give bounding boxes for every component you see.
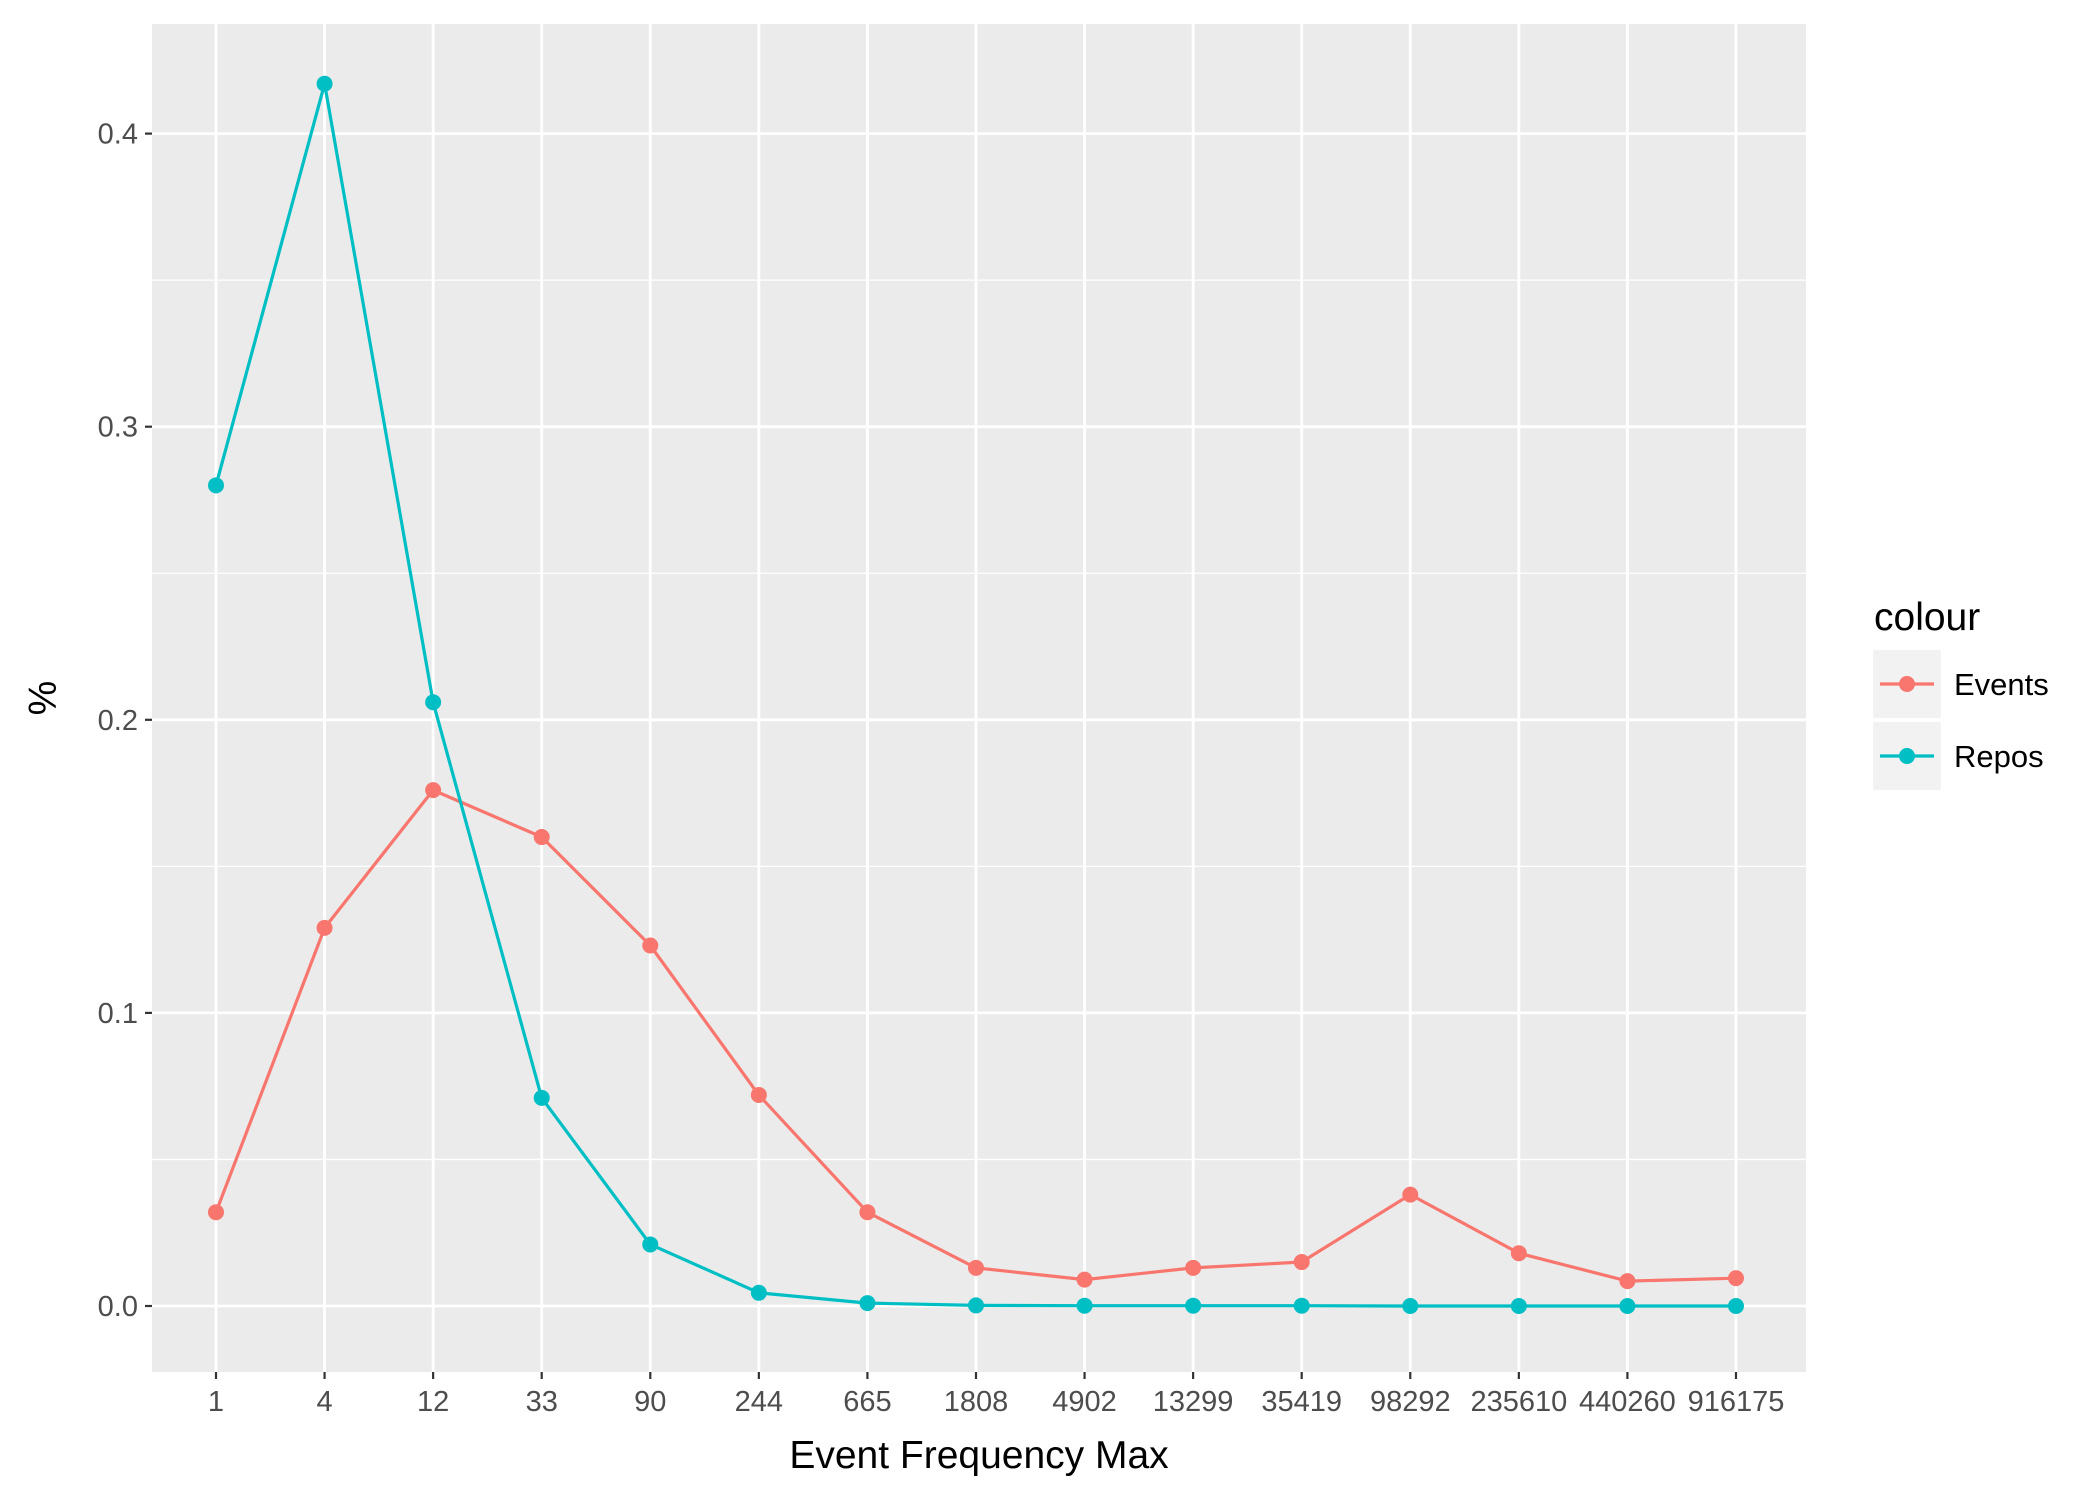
legend-point-events	[1899, 676, 1915, 692]
x-tick-label: 665	[843, 1386, 891, 1418]
data-point-events	[642, 937, 659, 954]
data-point-repos	[1510, 1298, 1527, 1314]
x-tick-label: 440260	[1579, 1386, 1676, 1418]
data-point-events	[1185, 1259, 1202, 1276]
data-point-events	[750, 1086, 767, 1103]
data-point-events	[316, 919, 333, 936]
y-tick-label: 0.3	[98, 412, 138, 444]
plot-panel	[152, 24, 1806, 1372]
data-point-events	[1076, 1271, 1093, 1288]
data-point-events	[859, 1204, 876, 1221]
x-tick-label: 4	[316, 1386, 332, 1418]
x-tick-label: 33	[526, 1386, 558, 1418]
data-point-events	[533, 829, 550, 846]
x-axis-title: Event Frequency Max	[789, 1434, 1169, 1477]
x-axis: 1 4 12 33 90 244 665 1808 4902 13299 35419 98292 235…	[208, 1372, 1784, 1418]
data-point-events	[1727, 1270, 1744, 1287]
y-tick-label: 0.0	[98, 1291, 138, 1323]
y-tick-label: 0.4	[98, 119, 138, 151]
data-point-repos	[750, 1284, 767, 1301]
legend-title: colour	[1874, 596, 1980, 639]
x-tick-label: 244	[735, 1386, 783, 1418]
x-tick-label: 916175	[1688, 1386, 1785, 1418]
x-tick-label: 1	[208, 1386, 224, 1418]
legend: colour Events Repos	[1873, 596, 2049, 790]
data-point-repos	[425, 694, 442, 711]
data-point-repos	[1619, 1298, 1636, 1314]
legend-label-repos: Repos	[1954, 739, 2044, 774]
legend-items: Events Repos	[1873, 650, 2049, 790]
data-point-repos	[1076, 1297, 1093, 1314]
x-tick-label: 4902	[1052, 1386, 1117, 1418]
y-axis-title: %	[22, 681, 65, 716]
x-tick-label: 98292	[1370, 1386, 1451, 1418]
y-axis: 0.0 0.1 0.2 0.3 0.4	[98, 119, 152, 1323]
x-tick-label: 1808	[944, 1386, 1009, 1418]
series-layer	[208, 75, 1744, 1314]
legend-point-repos	[1899, 748, 1915, 764]
data-point-repos	[533, 1089, 550, 1106]
data-point-repos	[1402, 1298, 1419, 1314]
data-point-events	[208, 1204, 224, 1221]
data-point-events	[1510, 1245, 1527, 1262]
data-point-repos	[208, 477, 224, 494]
data-point-repos	[316, 75, 333, 92]
data-point-events	[1619, 1273, 1636, 1290]
legend-label-events: Events	[1954, 667, 2049, 702]
data-point-events	[1402, 1186, 1419, 1203]
data-point-repos	[1293, 1297, 1310, 1314]
y-tick-label: 0.2	[98, 705, 138, 737]
minor-gridlines	[152, 279, 1806, 1161]
data-point-repos	[967, 1297, 984, 1314]
data-point-repos	[859, 1295, 876, 1312]
data-point-repos	[642, 1236, 659, 1253]
data-point-events	[425, 782, 442, 799]
x-tick-label: 35419	[1261, 1386, 1342, 1418]
data-point-events	[1293, 1254, 1310, 1271]
data-point-events	[967, 1259, 984, 1276]
x-tick-label: 235610	[1470, 1386, 1567, 1418]
x-tick-label: 90	[634, 1386, 666, 1418]
y-tick-label: 0.1	[98, 998, 138, 1030]
data-point-repos	[1727, 1298, 1744, 1314]
x-tick-label: 13299	[1153, 1386, 1234, 1418]
data-point-repos	[1185, 1297, 1202, 1314]
x-tick-label: 12	[417, 1386, 449, 1418]
major-gridlines	[152, 24, 1806, 1372]
